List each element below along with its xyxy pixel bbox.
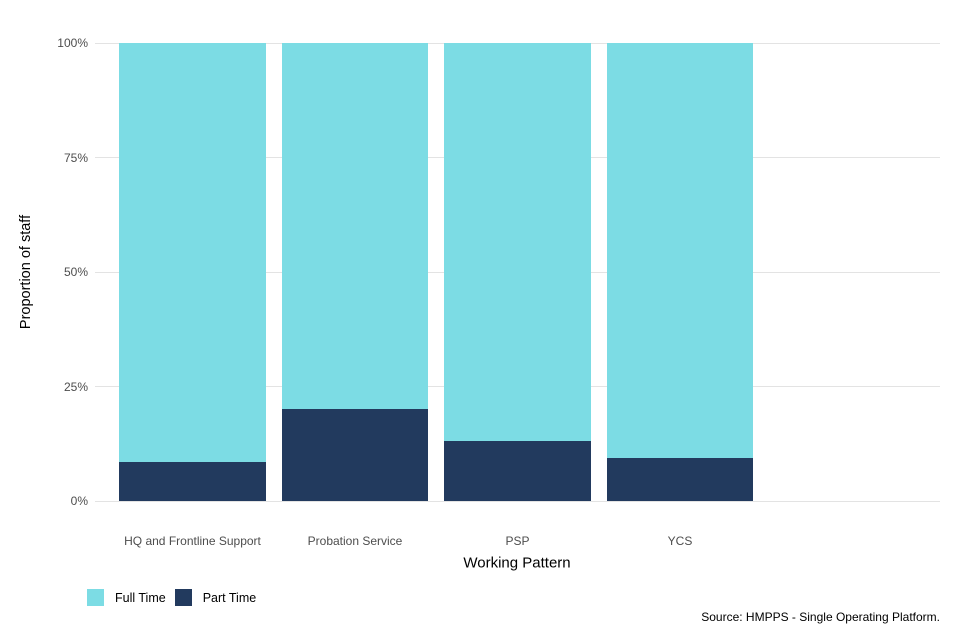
bar-segment-probation-service-full-time [281,43,429,410]
y-tick-label: 25% [63,379,88,394]
y-tick-label: 0% [70,494,88,508]
bar-segment-ycs-full-time [606,43,754,459]
y-tick-label: 75% [63,150,88,165]
bar-segment-psp-part-time [444,441,591,501]
legend-swatch-part-time-icon [174,589,192,606]
legend-label: Full Time [115,590,166,605]
bar-segment-ycs-part-time [606,458,754,501]
legend: Full Time Part Time [87,589,256,606]
x-tick-label: YCS [667,534,693,548]
source-caption: Source: HMPPS - Single Operating Platfor… [701,610,940,624]
x-axis-title: Working Pattern [463,554,571,572]
legend-item-full-time: Full Time [87,589,166,606]
x-tick-label: HQ and Frontline Support [124,534,261,548]
legend-swatch-full-time-icon [87,589,104,606]
gridline [95,500,940,502]
x-tick-label: Probation Service [307,534,403,548]
bar-segment-hq-and-frontline-support-part-time [119,462,266,501]
bar-segment-probation-service-part-time [281,409,429,501]
bar-segment-psp-full-time [444,43,591,442]
legend-label: Part Time [202,590,257,605]
legend-item-part-time: Part Time [174,589,257,606]
bar-segment-hq-and-frontline-support-full-time [119,43,266,463]
x-tick-label: PSP [505,534,530,548]
y-tick-label: 50% [63,265,88,279]
y-tick-label: 100% [57,36,88,50]
